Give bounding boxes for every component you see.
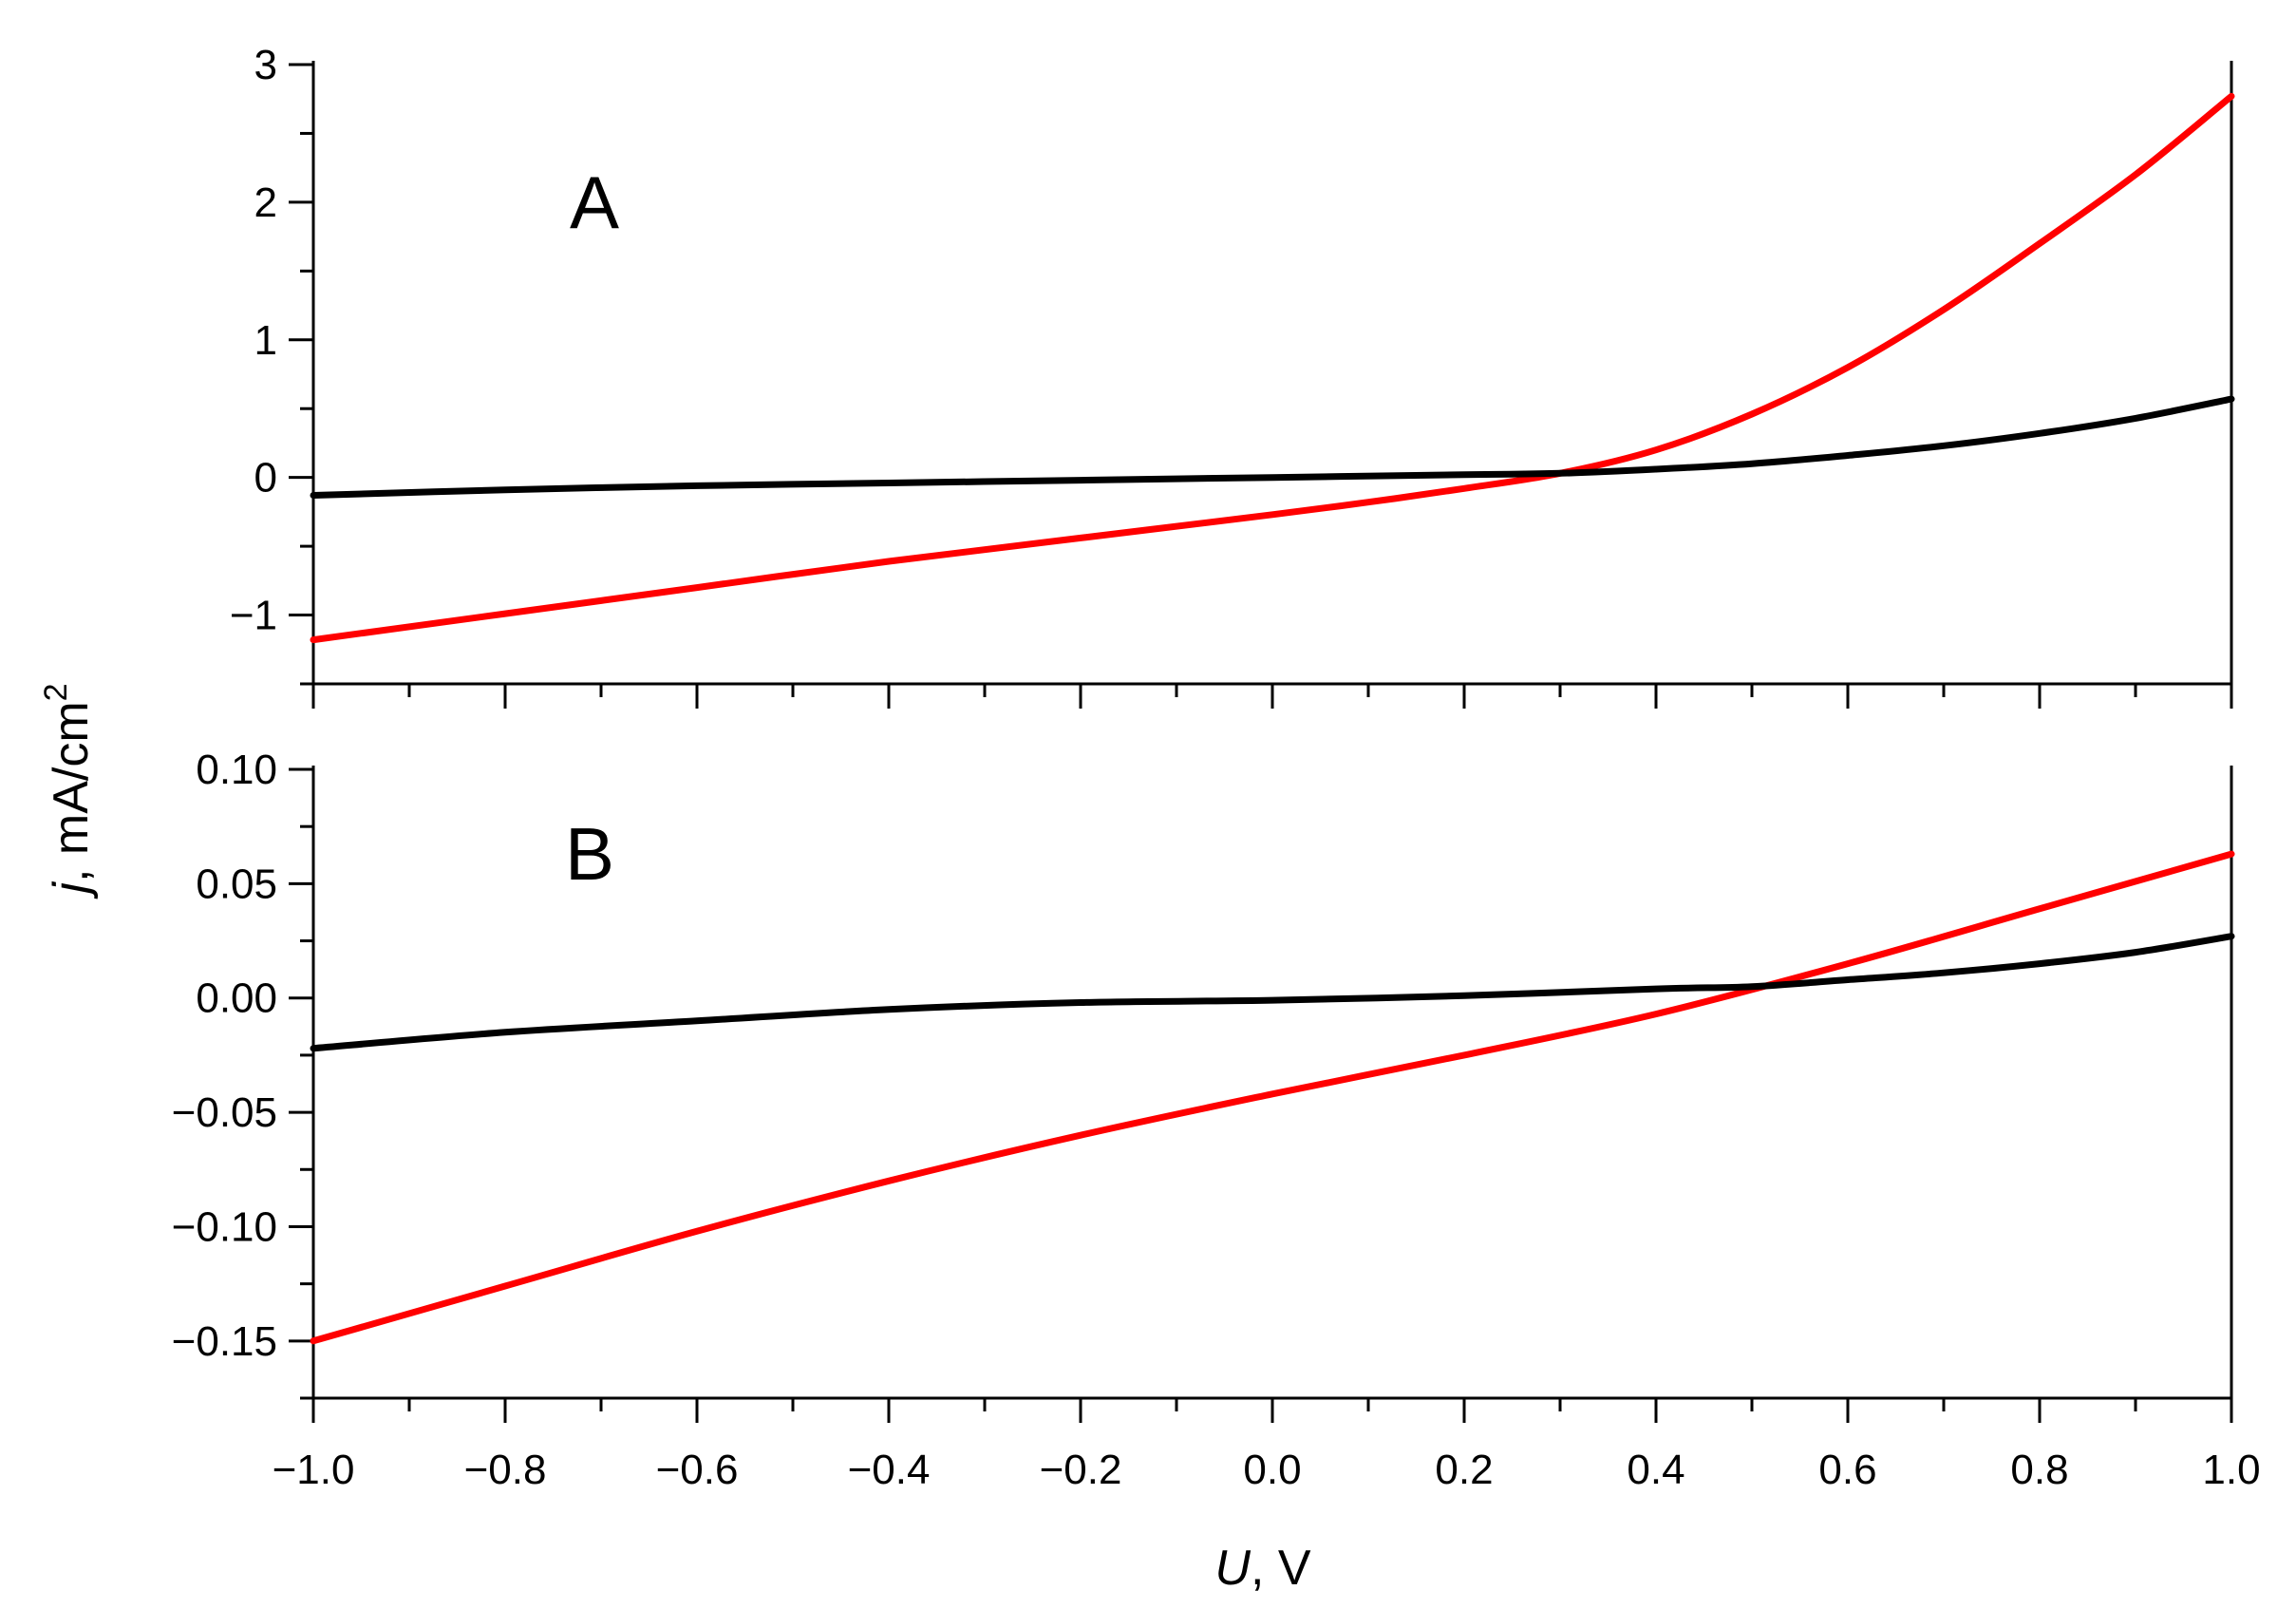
x-tick-label: −0.2 (1040, 1447, 1122, 1493)
panel-b: −0.15 −0.10 −0.05 0.00 0.05 0.10 B (172, 747, 2235, 1423)
x-tick-label: 1.0 (2202, 1447, 2260, 1493)
y-axis-title-variable: j (44, 881, 99, 899)
x-axis-tick-labels: −1.0 −0.8 −0.6 −0.4 −0.2 0.0 0.2 0.4 0.6 0.8 1.0 (273, 1447, 2261, 1493)
panel-b-y-tick-label: 0.00 (196, 975, 277, 1022)
panel-b-series-black-line (310, 933, 2235, 1052)
x-tick-label: 0.4 (1627, 1447, 1684, 1493)
x-axis-title-variable: U (1214, 1541, 1251, 1596)
panel-b-y-tick-label: 0.10 (196, 747, 277, 793)
panel-a-y-tick-label: 2 (254, 180, 277, 226)
panel-a-y-tick-label: 1 (254, 317, 277, 364)
panel-a-series-black-line (310, 395, 2235, 499)
x-tick-label: −0.6 (656, 1447, 739, 1493)
x-tick-label: −0.4 (848, 1447, 931, 1493)
panel-a-y-tick-label: −1 (230, 593, 277, 639)
panel-b-label: B (565, 812, 614, 896)
panel-a-y-tick-label: 3 (254, 42, 277, 88)
x-tick-label: −1.0 (273, 1447, 355, 1493)
x-tick-label: 0.6 (1818, 1447, 1876, 1493)
panel-a: −1 0 1 2 3 A (230, 42, 2235, 709)
y-axis-title-exponent: 2 (38, 683, 74, 701)
x-tick-label: 0.2 (1435, 1447, 1493, 1493)
panel-a-y-tick-label: 0 (254, 455, 277, 502)
x-axis-title-unit: , V (1251, 1541, 1311, 1596)
panel-b-y-tick-label: −0.10 (172, 1203, 277, 1250)
panel-b-y-tick-label: 0.05 (196, 861, 277, 907)
panel-a-series-red-line (310, 92, 2235, 644)
x-tick-label: 0.8 (2010, 1447, 2068, 1493)
panel-b-y-tick-label: −0.05 (172, 1089, 277, 1136)
panel-b-y-tick-label: −0.15 (172, 1318, 277, 1365)
x-tick-label: −0.8 (464, 1447, 547, 1493)
x-tick-label: 0.0 (1243, 1447, 1301, 1493)
y-axis-title-unit: , mA/cm (44, 701, 99, 882)
x-axis-title: U, V (1214, 1541, 1310, 1596)
panel-a-label: A (570, 161, 619, 244)
panel-b-series-red-line (310, 850, 2235, 1345)
y-axis-title: j, mA/cm2 (38, 683, 99, 899)
